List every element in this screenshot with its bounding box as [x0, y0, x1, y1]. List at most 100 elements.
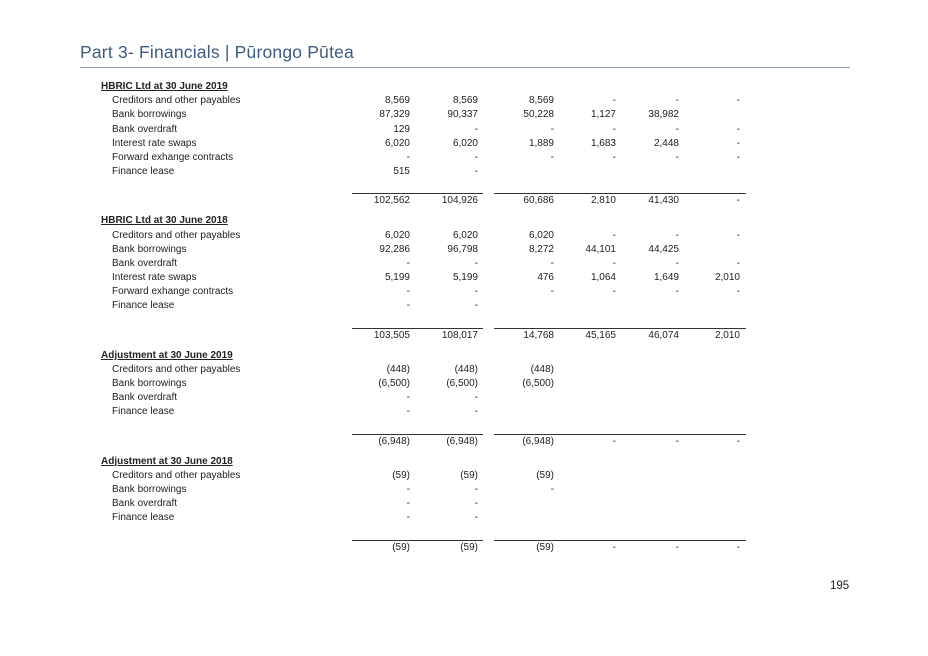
table-cell: 87,329: [379, 109, 410, 121]
table-cell: -: [675, 257, 679, 269]
table-cell: -: [736, 257, 740, 269]
row-label: Bank overdraft: [112, 123, 178, 135]
table-cell: 6,020: [384, 137, 410, 149]
financial-table: HBRIC Ltd at 30 June 2019 Creditors and o…: [0, 80, 928, 561]
row-label: Bank borrowings: [112, 243, 187, 255]
table-cell: 2,010: [714, 272, 740, 284]
row-label: Creditors and other payables: [112, 229, 241, 241]
table-row: Finance lease - -: [0, 405, 928, 419]
row-spacer: [0, 420, 928, 433]
table-cell: -: [474, 498, 478, 510]
total-cell: 104,926: [441, 195, 478, 207]
table-cell: -: [406, 483, 410, 495]
table-row: Bank borrowings - - -: [0, 483, 928, 497]
total-row: 103,505 108,017 14,768 45,165 46,074 2,010: [0, 327, 928, 343]
table-cell: -: [474, 257, 478, 269]
table-row: Bank overdraft 129 - - - - -: [0, 123, 928, 137]
table-cell: -: [612, 151, 616, 163]
table-cell: (448): [530, 363, 554, 375]
table-cell: -: [675, 95, 679, 107]
table-cell: -: [406, 151, 410, 163]
page-title: Part 3- Financials | Pūrongo Pūtea: [80, 42, 354, 62]
table-row: Bank borrowings (6,500) (6,500) (6,500): [0, 377, 928, 391]
total-row: (6,948) (6,948) (6,948) - - -: [0, 433, 928, 449]
total-cell: -: [612, 435, 616, 447]
table-cell: -: [550, 123, 554, 135]
table-cell: 6,020: [452, 229, 478, 241]
total-cell: -: [736, 195, 740, 207]
table-cell: 38,982: [648, 109, 679, 121]
table-cell: 8,569: [452, 95, 478, 107]
row-label: Finance lease: [112, 300, 175, 312]
total-cell: 46,074: [648, 329, 679, 341]
row-label: Finance lease: [112, 512, 175, 524]
table-cell: -: [474, 286, 478, 298]
total-cell: 2,810: [590, 195, 616, 207]
total-cell: 103,505: [373, 329, 410, 341]
table-row: Finance lease 515 -: [0, 165, 928, 179]
table-cell: 6,020: [384, 229, 410, 241]
table-cell: -: [406, 406, 410, 418]
table-row: Forward exhange contracts - - - - - -: [0, 285, 928, 299]
table-cell: 90,337: [447, 109, 478, 121]
table-row: Interest rate swaps 5,199 5,199 476 1,064 1,6…: [0, 271, 928, 285]
table-cell: -: [406, 512, 410, 524]
table-cell: 92,286: [379, 243, 410, 255]
table-cell: -: [406, 392, 410, 404]
row-label: Bank borrowings: [112, 109, 187, 121]
section-heading-label: Adjustment at 30 June 2019: [101, 349, 233, 361]
table-cell: -: [675, 151, 679, 163]
row-label: Creditors and other payables: [112, 469, 241, 481]
table-cell: 6,020: [528, 229, 554, 241]
table-cell: (59): [460, 469, 478, 481]
total-cell: 60,686: [523, 195, 554, 207]
section-heading: HBRIC Ltd at 30 June 2019: [0, 80, 928, 94]
table-cell: (448): [386, 363, 410, 375]
total-cell: 45,165: [585, 329, 616, 341]
table-row: Creditors and other payables 8,569 8,569 8,…: [0, 94, 928, 108]
table-row: Finance lease - -: [0, 299, 928, 313]
table-row: Creditors and other payables 6,020 6,020 6,…: [0, 229, 928, 243]
table-cell: -: [474, 392, 478, 404]
total-row: 102,562 104,926 60,686 2,810 41,430 -: [0, 192, 928, 208]
table-cell: -: [406, 257, 410, 269]
table-cell: -: [736, 286, 740, 298]
section-heading: HBRIC Ltd at 30 June 2018: [0, 214, 928, 228]
total-cell: (59): [460, 541, 478, 553]
table-cell: (6,500): [522, 378, 554, 389]
table-cell: -: [736, 95, 740, 107]
table-cell: -: [612, 257, 616, 269]
table-cell: 515: [393, 166, 410, 178]
row-label: Forward exhange contracts: [112, 151, 234, 163]
total-cell: (6,948): [446, 435, 478, 447]
table-cell: 96,798: [447, 243, 478, 255]
table-cell: -: [612, 286, 616, 298]
table-cell: -: [474, 166, 478, 178]
table-cell: 5,199: [452, 272, 478, 284]
table-cell: -: [474, 512, 478, 524]
table-row: Interest rate swaps 6,020 6,020 1,889 1,683 2…: [0, 137, 928, 151]
table-cell: -: [675, 123, 679, 135]
row-label: Bank overdraft: [112, 498, 178, 510]
table-cell: 5,199: [384, 272, 410, 284]
table-cell: 6,020: [452, 137, 478, 149]
table-cell: -: [474, 123, 478, 135]
table-row: Bank overdraft - - - - - -: [0, 257, 928, 271]
table-row: Bank overdraft - -: [0, 391, 928, 405]
table-row: Finance lease - -: [0, 511, 928, 525]
table-cell: 44,425: [648, 243, 679, 255]
total-cell: -: [736, 435, 740, 447]
title-divider: [80, 67, 850, 68]
total-cell: -: [675, 435, 679, 447]
total-cell: -: [612, 541, 616, 553]
table-cell: -: [406, 300, 410, 312]
section-heading-label: Adjustment at 30 June 2018: [101, 455, 233, 467]
table-cell: 1,127: [590, 109, 616, 121]
row-spacer: [0, 179, 928, 192]
section-heading: Adjustment at 30 June 2018: [0, 455, 928, 469]
section-heading-label: HBRIC Ltd at 30 June 2019: [101, 81, 228, 92]
total-cell: 2,010: [714, 329, 740, 341]
table-cell: -: [474, 300, 478, 312]
table-row: Bank overdraft - -: [0, 497, 928, 511]
row-label: Creditors and other payables: [112, 95, 241, 107]
